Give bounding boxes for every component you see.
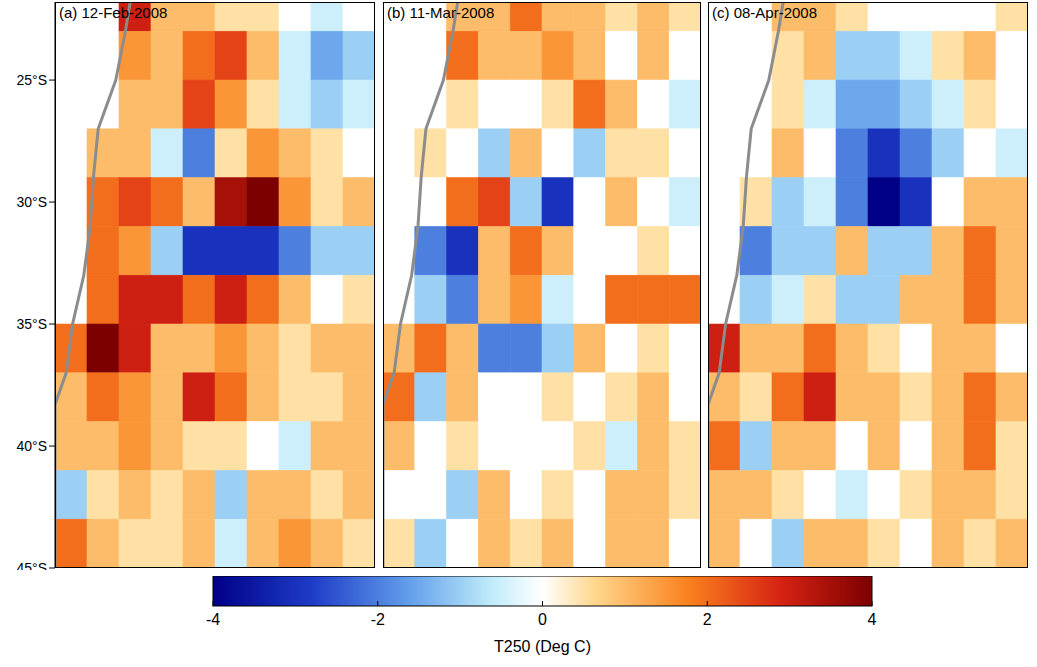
html-text:(a) 12-Feb-2008: (a) 12-Feb-2008: [59, 4, 168, 21]
html-text:(b) 11-Mar-2008: (b) 11-Mar-2008: [387, 4, 495, 21]
svg-text:-4: -4: [206, 611, 220, 628]
svg-text:0: 0: [538, 611, 547, 628]
svg-text:-2: -2: [371, 611, 385, 628]
html-text:(c) 08-Apr-2008: (c) 08-Apr-2008: [712, 4, 817, 21]
svg-text:30°S: 30°S: [16, 194, 47, 210]
svg-text:4: 4: [868, 611, 877, 628]
svg-text:45°S: 45°S: [16, 560, 47, 570]
svg-text:25°S: 25°S: [16, 72, 47, 88]
svg-text:35°S: 35°S: [16, 316, 47, 332]
svg-text:T250 (Deg C): T250 (Deg C): [494, 638, 591, 655]
svg-text:2: 2: [703, 611, 712, 628]
svg-text:40°S: 40°S: [16, 438, 47, 454]
